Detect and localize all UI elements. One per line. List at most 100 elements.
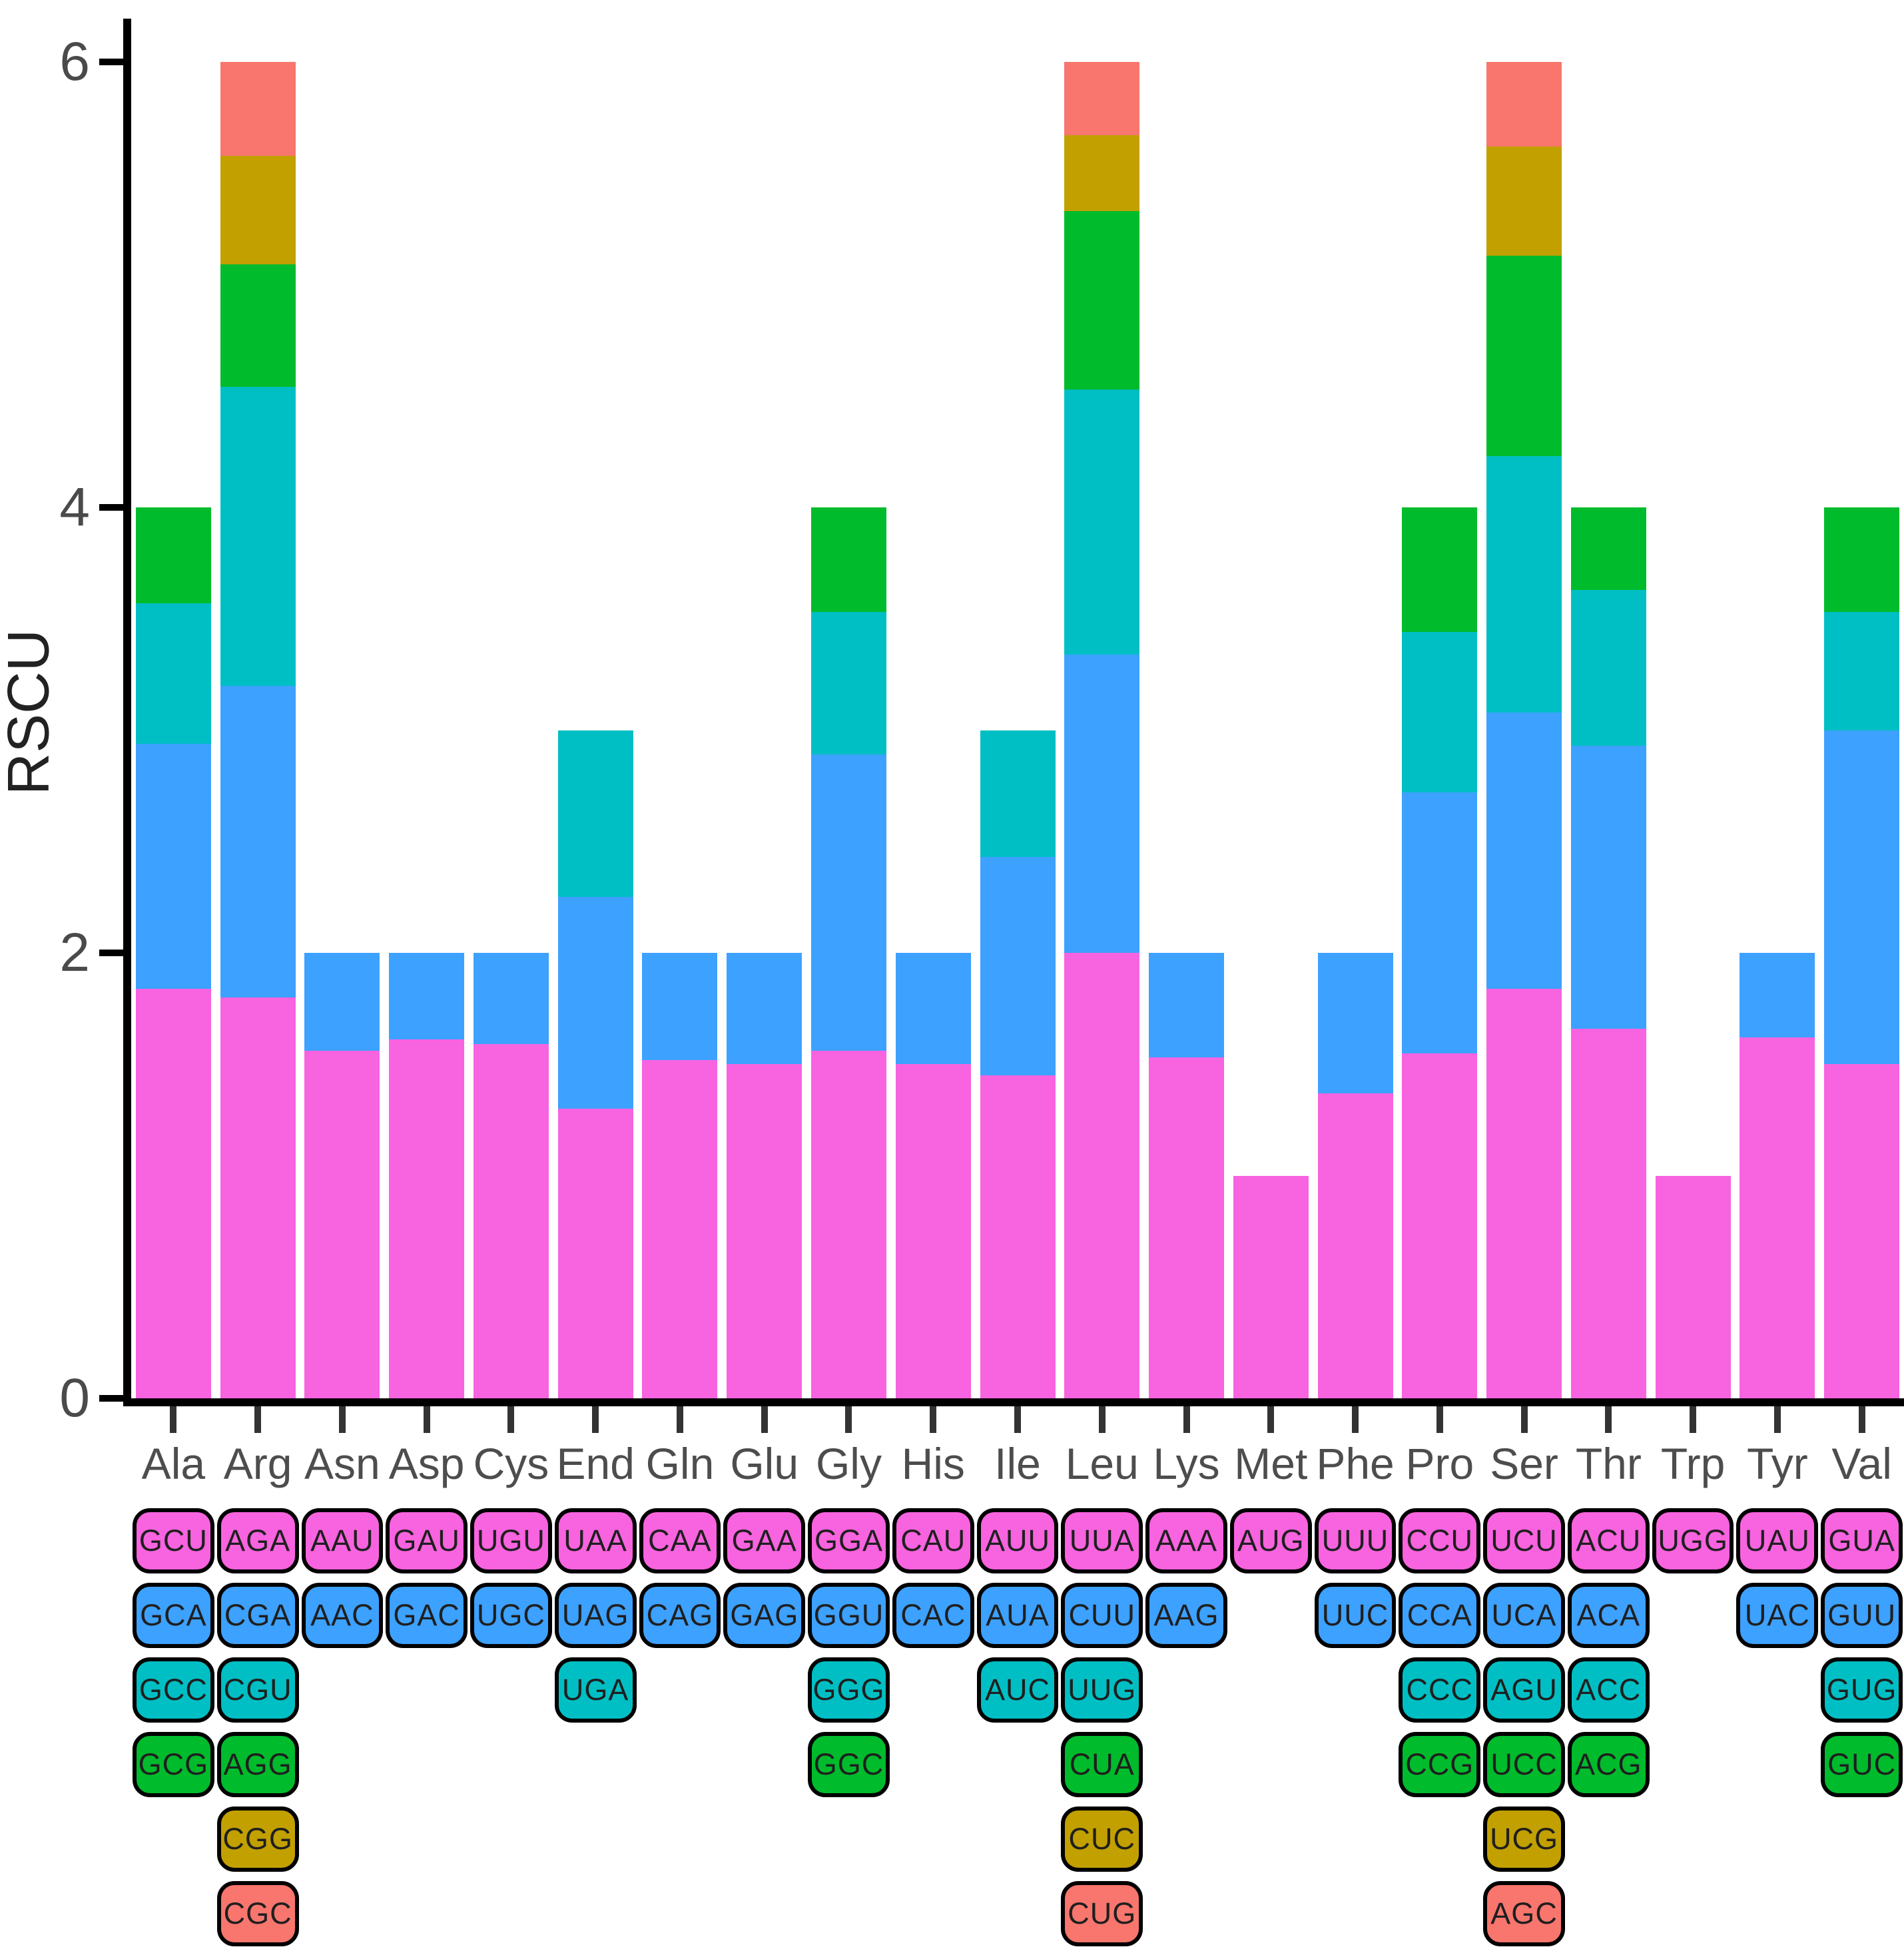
codon-box-CAA: CAA (639, 1508, 721, 1573)
codon-box-GUC: GUC (1821, 1732, 1903, 1797)
codon-box-GCG: GCG (133, 1732, 214, 1797)
bar-segment-UAA (557, 1109, 633, 1398)
x-tick-mark (1014, 1406, 1021, 1433)
y-tick-label: 4 (59, 477, 90, 537)
bar-asp (389, 953, 465, 1398)
bar-segment-UAU (1740, 1037, 1815, 1398)
x-category-label-lys: Lys (1153, 1439, 1220, 1488)
codon-box-CCA: CCA (1399, 1583, 1481, 1648)
bar-segment-GUU (1824, 730, 1900, 1065)
bar-segment-GAU (389, 1039, 465, 1398)
x-category-label-met: Met (1234, 1439, 1308, 1488)
codon-box-AGC: AGC (1483, 1881, 1565, 1946)
x-tick-mark (1605, 1406, 1612, 1433)
codon-box-AUG: AUG (1229, 1508, 1312, 1573)
x-tick-mark (845, 1406, 852, 1433)
bar-segment-CCC (1402, 632, 1478, 793)
x-category-label-asp: Asp (388, 1439, 465, 1488)
y-tick-mark (99, 59, 123, 65)
y-tick-mark (99, 504, 123, 511)
bar-segment-UCG (1486, 146, 1562, 256)
bar-segment-GCG (135, 507, 211, 603)
bar-segment-GGU (810, 754, 886, 1051)
x-tick-mark (507, 1406, 515, 1433)
bar-segment-AGG (220, 264, 296, 388)
bar-thr (1570, 507, 1646, 1398)
bar-segment-GUG (1824, 612, 1900, 730)
y-tick-label: 6 (59, 31, 90, 92)
codon-box-CUC: CUC (1061, 1807, 1143, 1872)
bar-segment-GCU (135, 988, 211, 1398)
codon-box-UGU: UGU (470, 1508, 552, 1573)
x-category-label-glu: Glu (730, 1439, 799, 1488)
bar-arg (220, 62, 296, 1398)
codon-box-CAC: CAC (892, 1583, 974, 1648)
bar-segment-UGC (473, 953, 549, 1045)
codon-box-UAA: UAA (554, 1508, 637, 1573)
codon-box-ACU: ACU (1567, 1508, 1650, 1573)
bar-phe (1317, 953, 1393, 1398)
bar-segment-UUC (1317, 953, 1393, 1093)
codon-box-UCU: UCU (1483, 1508, 1565, 1573)
x-category-label-gln: Gln (645, 1439, 715, 1488)
bar-gln (642, 953, 718, 1398)
codon-box-GCU: GCU (133, 1508, 214, 1573)
x-category-label-arg: Arg (223, 1439, 292, 1488)
codon-box-GAU: GAU (386, 1508, 468, 1573)
bar-cys (473, 953, 549, 1398)
codon-box-AGG: AGG (216, 1732, 299, 1797)
codon-box-CCU: CCU (1399, 1508, 1481, 1573)
x-category-label-tyr: Tyr (1747, 1439, 1808, 1488)
bar-pro (1402, 507, 1478, 1398)
x-tick-mark (592, 1406, 599, 1433)
bar-segment-GAA (727, 1064, 802, 1398)
codon-box-AUA: AUA (976, 1583, 1059, 1648)
x-category-label-pro: Pro (1405, 1439, 1474, 1488)
bar-segment-CGA (220, 685, 296, 997)
codon-box-UUU: UUU (1314, 1508, 1397, 1573)
bar-segment-CUC (1064, 135, 1140, 212)
bar-segment-GAC (389, 953, 465, 1040)
x-tick-mark (930, 1406, 937, 1433)
codon-box-CGC: CGC (216, 1881, 299, 1946)
bar-leu (1064, 62, 1140, 1398)
x-category-label-phe: Phe (1316, 1439, 1395, 1488)
codon-box-GCC: GCC (133, 1657, 214, 1723)
codon-box-GGA: GGA (808, 1508, 890, 1573)
bar-segment-CAA (642, 1059, 718, 1398)
bar-segment-GUC (1824, 507, 1900, 613)
codon-box-CGU: CGU (216, 1657, 299, 1723)
codon-box-UAU: UAU (1736, 1508, 1819, 1573)
bar-segment-AGC (1486, 62, 1562, 147)
bar-trp (1655, 1175, 1731, 1398)
bar-segment-GAG (727, 953, 802, 1065)
bar-segment-AUA (980, 857, 1056, 1075)
x-tick-mark (1436, 1406, 1443, 1433)
bar-segment-GUA (1824, 1064, 1900, 1398)
codon-box-GAC: GAC (386, 1583, 468, 1648)
codon-box-CGA: CGA (216, 1583, 299, 1648)
y-axis-title: RSCU (0, 629, 61, 796)
codon-box-CAG: CAG (639, 1583, 721, 1648)
bar-segment-GGG (810, 612, 886, 755)
bar-segment-CUU (1064, 654, 1140, 953)
bar-segment-AUC (980, 730, 1056, 858)
bar-tyr (1740, 953, 1815, 1398)
codon-box-UCC: UCC (1483, 1732, 1565, 1797)
codon-box-UUC: UUC (1314, 1583, 1397, 1648)
x-tick-mark (1520, 1406, 1528, 1433)
y-tick-mark (99, 950, 123, 956)
bar-ile (980, 730, 1056, 1398)
codon-box-ACG: ACG (1567, 1732, 1650, 1797)
bar-segment-GCC (135, 603, 211, 744)
codon-box-AAC: AAC (301, 1583, 384, 1648)
codon-box-AGA: AGA (216, 1508, 299, 1573)
codon-box-GUA: GUA (1821, 1508, 1903, 1573)
bar-his (895, 953, 971, 1398)
codon-box-AAG: AAG (1145, 1583, 1227, 1648)
bar-segment-UGG (1655, 1175, 1731, 1398)
codon-box-UAG: UAG (554, 1583, 637, 1648)
bar-ser (1486, 62, 1562, 1398)
bar-segment-CAU (895, 1064, 971, 1398)
